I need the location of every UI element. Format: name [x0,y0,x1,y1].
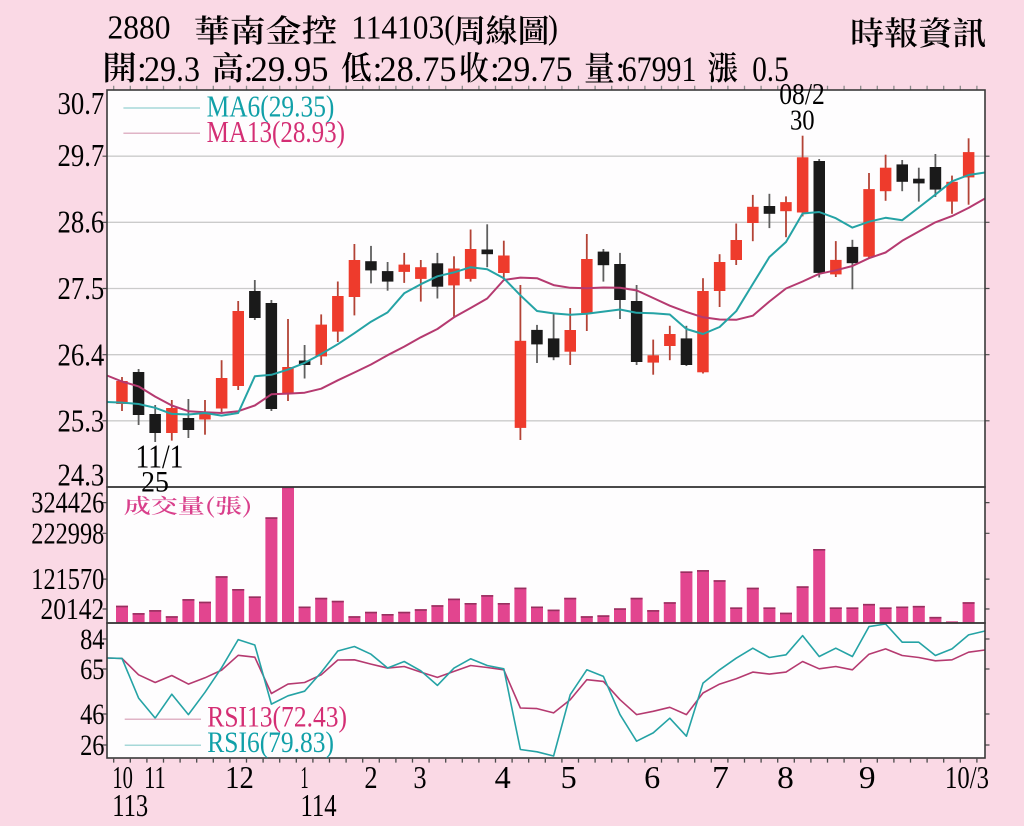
svg-text:0.5: 0.5 [752,49,789,89]
svg-text:7: 7 [712,759,729,795]
svg-text::: : [244,49,254,89]
svg-text:RSI6(79.83): RSI6(79.83) [207,726,334,759]
svg-text:24.3: 24.3 [58,457,105,493]
svg-text:20142: 20142 [41,591,105,626]
svg-text::: : [373,49,383,89]
svg-text:2880: 2880 [108,10,171,47]
svg-text:25.3: 25.3 [58,403,105,439]
svg-text:222998: 222998 [31,515,104,550]
svg-text:29.75: 29.75 [497,49,573,89]
svg-text:114: 114 [301,787,337,823]
svg-text:8: 8 [777,759,794,795]
svg-text::: : [615,49,625,89]
svg-text::: : [490,49,500,89]
svg-text:3: 3 [413,759,426,795]
svg-text:29.95: 29.95 [251,49,329,89]
svg-text:29.3: 29.3 [144,49,200,89]
svg-text:RSI13(72.43): RSI13(72.43) [207,701,347,734]
svg-text:2: 2 [364,759,377,795]
svg-text:26: 26 [80,729,104,762]
svg-text:08/2: 08/2 [779,76,825,111]
svg-text:28.6: 28.6 [58,204,105,240]
svg-text:10: 10 [112,759,133,795]
svg-text:4: 4 [495,759,511,795]
svg-text:): ) [548,10,558,47]
svg-text:9: 9 [859,759,876,795]
svg-text:113: 113 [112,787,148,823]
svg-text:121570: 121570 [31,561,104,596]
svg-text:114103(: 114103( [351,10,454,47]
svg-text:1: 1 [300,759,308,795]
svg-text:27.5: 27.5 [58,270,105,306]
svg-text:30: 30 [790,105,815,137]
svg-text:324426: 324426 [31,485,104,520]
svg-text:11/1: 11/1 [136,439,184,476]
svg-text::: : [137,49,147,89]
svg-text:6: 6 [644,759,660,795]
svg-text:10/3: 10/3 [945,759,989,795]
svg-text:11: 11 [144,759,166,795]
svg-text:67991: 67991 [622,49,697,89]
svg-text:MA13(28.93): MA13(28.93) [207,114,345,149]
svg-text:MA6(29.35): MA6(29.35) [207,89,335,124]
svg-text:30.7: 30.7 [58,85,105,121]
svg-text:65: 65 [80,653,104,686]
svg-text:46: 46 [80,698,104,731]
svg-text:84: 84 [80,623,104,656]
svg-text:25: 25 [141,465,169,498]
svg-text:5: 5 [561,759,577,795]
svg-text:12: 12 [225,759,254,795]
svg-text:29.7: 29.7 [58,137,105,173]
svg-text:28.75: 28.75 [380,49,457,89]
svg-text:26.4: 26.4 [58,337,105,373]
